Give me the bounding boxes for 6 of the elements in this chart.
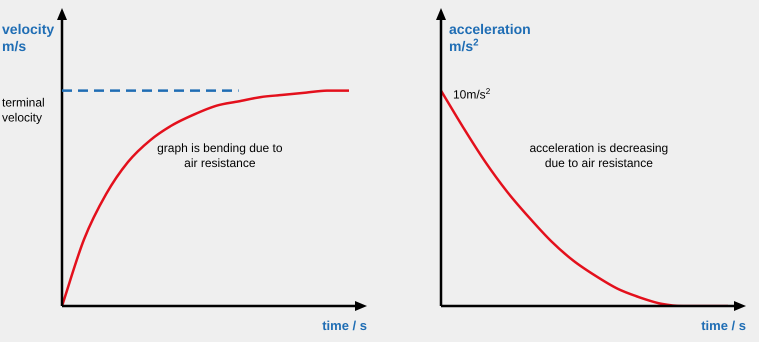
ref-line-label: terminal velocity: [2, 96, 45, 125]
x-axis-title: time / s: [322, 318, 367, 333]
y-axis-title: velocity m/s: [2, 21, 54, 54]
annotation: acceleration is decreasing due to air resistance: [529, 141, 668, 170]
x-axis-title: time / s: [701, 318, 746, 333]
annotation: graph is bending due to air resistance: [157, 141, 283, 170]
